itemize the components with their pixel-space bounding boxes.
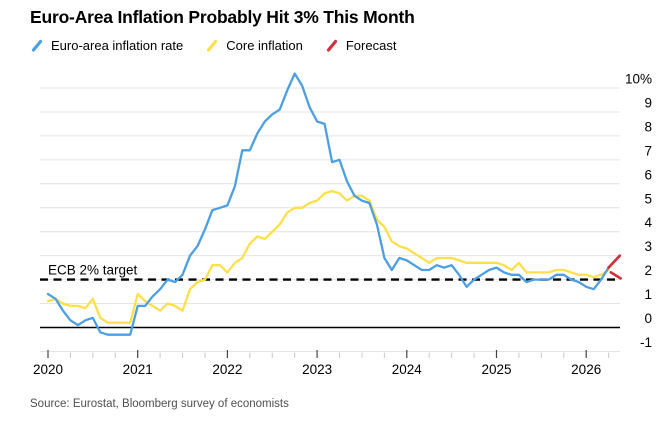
legend-label-core: Core inflation [226,38,303,53]
svg-text:2026: 2026 [571,362,601,377]
svg-text:0: 0 [644,311,652,326]
page-title: Euro-Area Inflation Probably Hit 3% This… [30,7,415,27]
svg-text:5: 5 [644,191,652,206]
ecb-target-annotation: ECB 2% target [48,263,138,278]
forecast-series-swatch-icon [325,39,339,53]
svg-text:8: 8 [644,119,652,134]
svg-text:-1: -1 [640,335,652,350]
svg-text:2020: 2020 [33,362,63,377]
svg-text:2: 2 [644,263,652,278]
source-attribution: Source: Eurostat, Bloomberg survey of ec… [30,398,289,410]
svg-text:4: 4 [644,215,652,230]
svg-text:9: 9 [644,95,652,110]
svg-text:7: 7 [644,143,652,158]
svg-text:2022: 2022 [212,362,242,377]
legend-item: Euro-area inflation rate [30,38,183,53]
svg-text:2025: 2025 [481,362,511,377]
chart-legend: Euro-area inflation rate Core inflation … [30,38,396,53]
svg-text:2024: 2024 [392,362,423,377]
legend-item: Core inflation [205,38,303,53]
svg-text:6: 6 [644,167,652,182]
legend-label-headline: Euro-area inflation rate [51,38,184,53]
svg-text:1: 1 [644,287,652,302]
core-series-swatch-icon [205,39,219,53]
svg-text:2023: 2023 [302,362,332,377]
svg-text:3: 3 [644,239,652,254]
headline-series-swatch-icon [30,39,44,53]
svg-text:10%: 10% [625,72,652,87]
legend-item: Forecast [325,38,397,53]
svg-text:2021: 2021 [123,362,153,377]
legend-label-forecast: Forecast [345,38,397,53]
